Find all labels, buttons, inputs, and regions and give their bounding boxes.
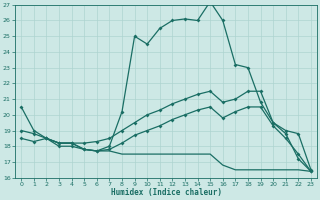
X-axis label: Humidex (Indice chaleur): Humidex (Indice chaleur) [111,188,221,197]
